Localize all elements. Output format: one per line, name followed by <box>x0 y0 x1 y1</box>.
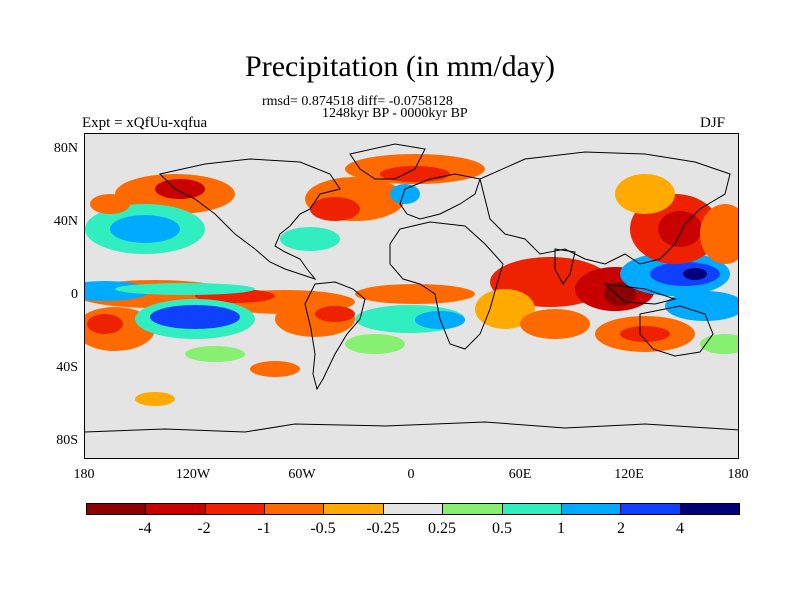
colorbar-swatch <box>205 504 266 514</box>
colorbar-swatch <box>443 504 503 514</box>
x-tick-label: 0 <box>407 467 415 482</box>
anomaly-patch <box>87 314 123 334</box>
anomaly-patch <box>150 305 240 329</box>
colorbar-label: 2 <box>617 520 625 537</box>
coastline-north-america <box>159 158 341 281</box>
x-tick-label: 120E <box>614 467 644 482</box>
colorbar-swatch <box>265 504 325 514</box>
coastline-antarctica <box>85 421 738 433</box>
experiment-label: Expt = xQfUu-xqfua <box>82 115 208 131</box>
anomaly-patch <box>658 211 702 247</box>
coastline-south-america <box>304 281 366 391</box>
coastline-india <box>554 248 576 285</box>
coastline-asia <box>479 151 731 265</box>
colorbar <box>86 503 740 515</box>
anomaly-patch <box>520 309 590 339</box>
anomaly-patch <box>90 194 130 214</box>
y-tick-label: 40S <box>56 360 78 375</box>
anomaly-patch <box>280 227 340 251</box>
colorbar-label: -1 <box>257 520 271 537</box>
anomaly-patch <box>155 179 205 199</box>
anomaly-patch <box>604 282 636 306</box>
anomaly-patch <box>310 197 360 221</box>
x-tick-label: 60W <box>288 467 316 482</box>
colorbar-label: 4 <box>676 520 684 537</box>
anomaly-patch <box>620 326 670 342</box>
colorbar-swatch <box>621 504 681 514</box>
x-tick-label: 60E <box>508 467 532 482</box>
anomaly-patch <box>475 289 535 329</box>
colorbar-swatch <box>502 504 562 514</box>
anomaly-patch <box>700 204 738 264</box>
colorbar-swatch <box>324 504 384 514</box>
y-tick-label: 80S <box>56 433 78 448</box>
stats-line: rmsd= 0.874518 diff= -0.0758128 <box>262 94 453 109</box>
anomaly-patch <box>250 361 300 377</box>
anomaly-patch <box>615 174 675 214</box>
coastline-greenland <box>349 143 426 180</box>
colorbar-swatch <box>680 504 739 514</box>
colorbar-label: -0.5 <box>310 520 336 537</box>
anomaly-patch <box>355 284 475 304</box>
anomaly-patch <box>345 334 405 354</box>
coastlines <box>85 143 738 433</box>
colorbar-label: -2 <box>197 520 211 537</box>
colorbar-swatch <box>146 504 206 514</box>
x-tick-label: 180 <box>73 467 95 482</box>
colorbar-swatch <box>561 504 622 514</box>
season-label: DJF <box>700 115 726 131</box>
map-canvas <box>85 143 738 433</box>
y-tick-label: 80N <box>53 141 78 156</box>
colorbar-label: 0.25 <box>428 520 456 537</box>
colorbar-label: 1 <box>557 520 565 537</box>
coastline-africa <box>389 221 504 350</box>
colorbar-label: -0.25 <box>366 520 400 537</box>
anomaly-patch <box>135 392 175 406</box>
x-tick-label: 120W <box>175 467 211 482</box>
map-title: Precipitation (in mm/day) <box>245 50 555 83</box>
anomaly-patch <box>665 291 738 321</box>
anomaly-patch <box>185 346 245 362</box>
anomaly-patch <box>390 184 420 204</box>
x-tick-label: 180 <box>727 467 749 482</box>
coastline-europe <box>399 173 481 220</box>
anomaly-field <box>85 154 738 406</box>
coastline-indonesia <box>603 283 677 305</box>
colorbar-label: -4 <box>138 520 152 537</box>
colorbar-swatch <box>87 504 147 514</box>
anomaly-patch <box>110 215 180 243</box>
y-tick-label: 0 <box>71 287 78 302</box>
anomaly-patch <box>683 268 707 280</box>
coastline-australia <box>639 305 714 357</box>
colorbar-swatch <box>383 504 444 514</box>
precipitation-map <box>84 133 739 459</box>
anomaly-patch <box>315 306 355 322</box>
y-tick-label: 40N <box>53 214 78 229</box>
period-line: 1248kyr BP - 0000kyr BP <box>322 106 468 121</box>
anomaly-patch <box>115 283 255 295</box>
colorbar-label: 0.5 <box>492 520 512 537</box>
